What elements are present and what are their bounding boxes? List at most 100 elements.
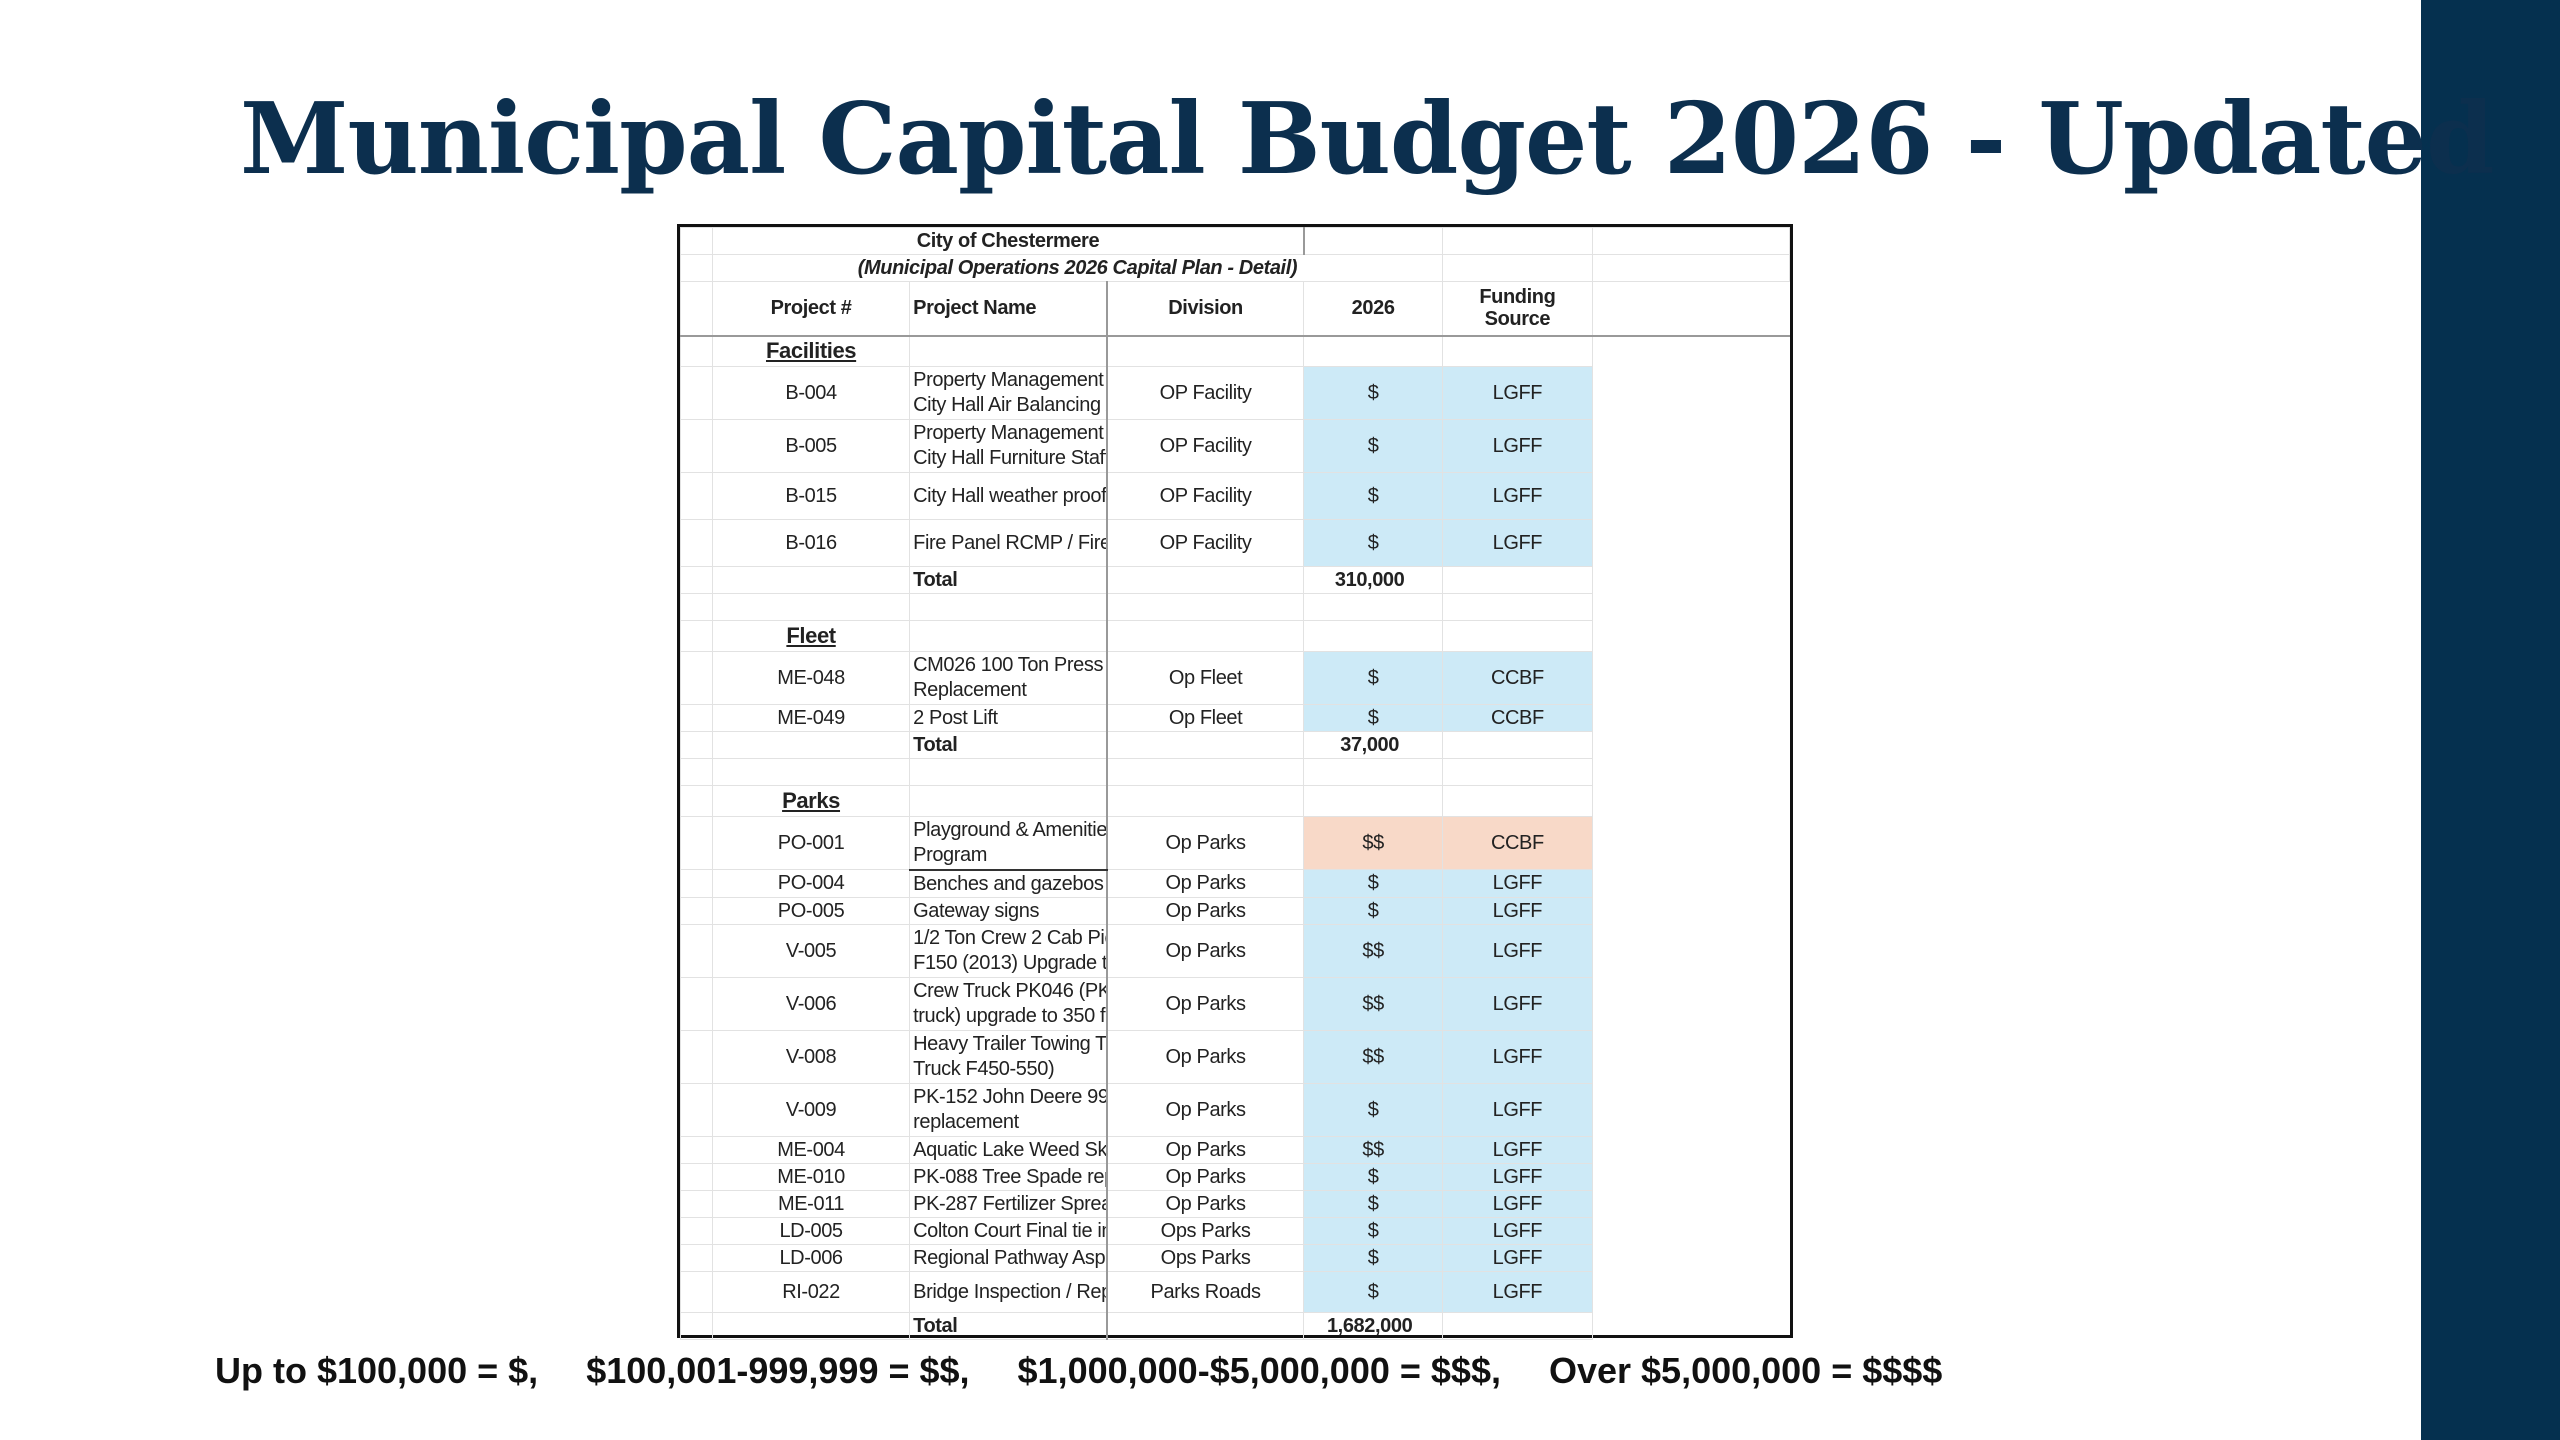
project-name: City Hall weather proofing basement [909,472,1108,520]
project-name: Heavy Trailer Towing Truck (Heavy Duty T… [909,1029,1108,1084]
division: Op Fleet [1106,651,1305,705]
funding-source: LGFF [1441,923,1593,978]
project-name: Regional Pathway Asphalt Repair [909,1243,1108,1272]
project-name-line2: City Hall Furniture Staff Growth Require… [913,447,1107,469]
amount-2026: $ [1303,869,1443,898]
division: OP Facility [1106,366,1305,420]
table-row: B-016 Fire Panel RCMP / Fire OP Facility $ L… [680,519,1790,567]
funding-source: CCBF [1441,704,1593,732]
division: Op Fleet [1106,704,1305,732]
project-name-line2: City Hall Air Balancing / Remediations [913,394,1105,416]
funding-source: LGFF [1441,1270,1593,1313]
amount-2026: $ [1303,1270,1443,1313]
project-number: V-005 [711,923,911,978]
amount-2026: $ [1303,1082,1443,1137]
project-name-line1: Property Management [913,369,1104,391]
funding-source: LGFF [1441,1243,1593,1272]
project-number: ME-004 [711,1135,911,1164]
project-name: Property Management City Hall Air Balanci… [909,366,1108,420]
total-label: Total [909,731,1108,759]
division: Op Parks [1106,1135,1305,1164]
blank-row [680,593,1790,621]
total-amount: 1,682,000 [1303,1311,1443,1340]
division: OP Facility [1106,472,1305,520]
funding-source: LGFF [1441,472,1593,520]
sheet-subtitle: (Municipal Operations 2026 Capital Plan … [712,254,1443,282]
decorative-side-bar [2421,0,2560,1440]
table-row: B-004 Property Management City Hall Air Ba… [680,366,1790,420]
table-row: PO-005 Gateway signs Op Parks $ LGFF [680,896,1790,925]
funding-source: LGFF [1441,1189,1593,1218]
project-name: Property Management City Hall Furniture S… [909,419,1108,473]
funding-source: LGFF [1441,976,1593,1031]
header-funding-line2: Source [1484,308,1551,331]
table-row: B-005 Property Management City Hall Furnit… [680,419,1790,473]
division: Op Parks [1106,1189,1305,1218]
project-name-line1: CM026 100 Ton Press (was PW112) [913,654,1105,676]
section-header-parks: Parks [680,785,1790,817]
amount-2026: $$ [1303,1135,1443,1164]
project-number: B-016 [711,519,911,567]
project-number: B-004 [711,366,911,420]
funding-source: LGFF [1441,1135,1593,1164]
total-row: Total 37,000 [680,731,1790,759]
division: Op Parks [1106,1082,1305,1137]
project-number: PO-005 [711,896,911,925]
division: Op Parks [1106,976,1305,1031]
project-name: Fire Panel RCMP / Fire [909,519,1108,567]
amount-2026: $ [1303,366,1443,420]
table-row: PO-004 Benches and gazebos Op Parks $ LGFF [680,869,1790,898]
project-name-line2: Program [913,843,988,866]
division: Ops Parks [1106,1243,1305,1272]
project-number: B-015 [711,472,911,520]
amount-2026: $$ [1303,1029,1443,1084]
project-number: V-009 [711,1082,911,1137]
division: Op Parks [1106,1029,1305,1084]
project-name: 1/2 Ton Crew 2 Cab Pickup Truck (PK210 F… [909,923,1108,978]
division: Op Parks [1106,896,1305,925]
total-label: Total [909,566,1108,594]
funding-source: LGFF [1441,1082,1593,1137]
project-name-line2: replacement [913,1110,1019,1133]
project-number: ME-048 [711,651,911,705]
project-name-line1: Property Management [913,422,1104,444]
funding-source: LGFF [1441,1162,1593,1191]
project-number: ME-011 [711,1189,911,1218]
project-name: CM026 100 Ton Press (was PW112) Replaceme… [909,651,1108,705]
project-name: Colton Court Final tie in [909,1216,1108,1245]
amount-2026: $ [1303,704,1443,732]
amount-2026: $ [1303,1189,1443,1218]
division: OP Facility [1106,419,1305,473]
project-name-line1: PK-152 John Deere 997 Z Track Mower [913,1085,1105,1108]
project-number: V-008 [711,1029,911,1084]
org-name: City of Chestermere [711,227,1305,255]
funding-source: LGFF [1441,366,1593,420]
project-name-line2: F150 (2013) Upgrade to 350 flat deck [913,951,1107,974]
project-name-line2: Replacement [913,679,1027,701]
project-number: PO-004 [711,869,911,898]
project-name-line2: Truck F450-550) [913,1057,1055,1080]
division: Op Parks [1106,1162,1305,1191]
header-project-no: Project # [711,281,911,336]
project-number: LD-005 [711,1216,911,1245]
legend-item: Up to $100,000 = $, [215,1350,539,1391]
project-number: B-005 [711,419,911,473]
section-header-facilities: Facilities [680,335,1790,367]
header-year: 2026 [1303,281,1443,336]
amount-2026: $$ [1303,976,1443,1031]
table-row: ME-049 2 Post Lift Op Fleet $ CCBF [680,704,1790,732]
header-funding-source: Funding Source [1441,281,1593,336]
table-row: LD-005 Colton Court Final tie in Ops Parks… [680,1216,1790,1245]
project-name-line1: 1/2 Ton Crew 2 Cab Pickup Truck (PK210 F… [913,926,1105,949]
project-name-line1: Playground & Amenities Lifecycle Replace… [913,818,1107,841]
funding-source: LGFF [1441,519,1593,567]
amount-2026: $ [1303,519,1443,567]
header-project-name: Project Name [909,281,1108,336]
division: OP Facility [1106,519,1305,567]
funding-source: LGFF [1441,1216,1593,1245]
funding-source: LGFF [1441,869,1593,898]
